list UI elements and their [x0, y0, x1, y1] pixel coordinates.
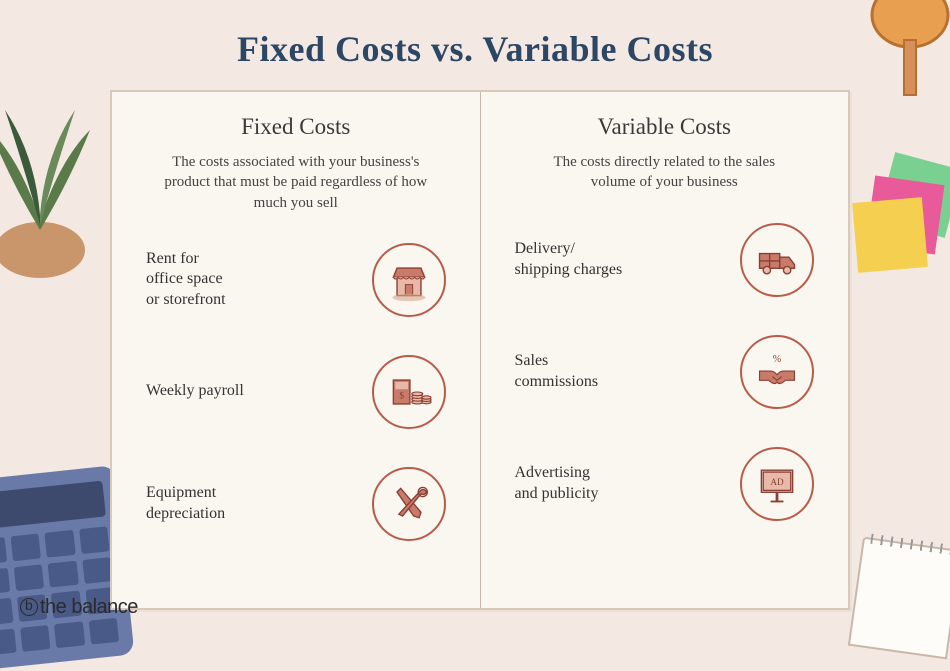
pushpin-decoration — [860, 0, 950, 100]
brand-text: the balance — [40, 596, 138, 618]
variable-item-commissions: Salescommissions % — [515, 335, 815, 409]
variable-item-delivery: Delivery/shipping charges — [515, 223, 815, 297]
item-label: Rent foroffice spaceor storefront — [146, 249, 226, 311]
billboard-icon: AD — [740, 447, 814, 521]
notepad-decoration — [848, 537, 950, 660]
fixed-costs-column: Fixed Costs The costs associated with yo… — [112, 92, 481, 608]
item-label: Advertisingand publicity — [515, 463, 599, 505]
storefront-icon — [372, 243, 446, 317]
item-label: Delivery/shipping charges — [515, 239, 623, 281]
fixed-description: The costs associated with your business'… — [161, 152, 431, 213]
comparison-paper: Fixed Costs The costs associated with yo… — [110, 90, 850, 610]
svg-text:AD: AD — [770, 476, 784, 486]
variable-description: The costs directly related to the sales … — [529, 152, 799, 193]
fixed-item-rent: Rent foroffice spaceor storefront — [146, 243, 446, 317]
truck-icon — [740, 223, 814, 297]
brand-logo: the balance — [20, 596, 138, 619]
plant-decoration — [0, 60, 110, 280]
item-label: Weekly payroll — [146, 381, 244, 402]
fixed-item-equipment: Equipmentdepreciation — [146, 467, 446, 541]
tools-icon — [372, 467, 446, 541]
main-title: Fixed Costs vs. Variable Costs — [0, 0, 950, 70]
svg-text:$: $ — [399, 390, 404, 400]
payroll-icon: $ — [372, 355, 446, 429]
brand-icon — [20, 598, 38, 616]
fixed-heading: Fixed Costs — [146, 114, 446, 140]
item-label: Salescommissions — [515, 351, 599, 393]
sticky-notes-decoration — [845, 150, 950, 280]
variable-item-advertising: Advertisingand publicity AD — [515, 447, 815, 521]
handshake-icon: % — [740, 335, 814, 409]
variable-costs-column: Variable Costs The costs directly relate… — [481, 92, 849, 608]
variable-heading: Variable Costs — [515, 114, 815, 140]
item-label: Equipmentdepreciation — [146, 483, 225, 525]
fixed-item-payroll: Weekly payroll $ — [146, 355, 446, 429]
svg-text:%: % — [773, 353, 782, 364]
